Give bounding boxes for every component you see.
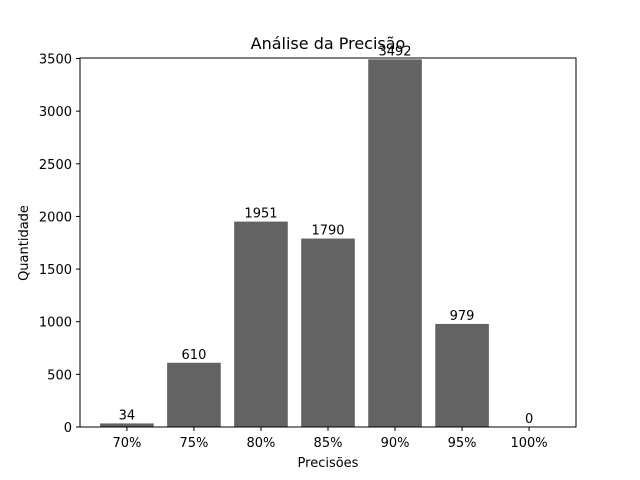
bar-1	[167, 362, 221, 427]
chart-title: Análise da Precisão	[251, 34, 406, 53]
y-tick-label-6: 3000	[39, 105, 72, 120]
bar-4	[368, 59, 422, 427]
y-tick-label-3: 1500	[39, 263, 72, 278]
y-axis-label: Quantidade	[17, 205, 32, 281]
plot-area: 34 610 1951 1790 3492 979 0 70% 75% 80% 85% 90% 95% 1…	[39, 44, 577, 451]
data-label-3: 1790	[311, 224, 344, 239]
data-label-5: 979	[450, 309, 475, 324]
x-tick-label-2: 80%	[247, 436, 276, 451]
x-tick-label-3: 85%	[314, 436, 343, 451]
x-tick-label-5: 95%	[448, 436, 477, 451]
x-tick-label-1: 75%	[179, 436, 208, 451]
data-label-6: 0	[525, 412, 533, 427]
bar-5	[435, 323, 489, 427]
x-axis-label: Precisões	[298, 456, 359, 471]
x-tick-label-4: 90%	[381, 436, 410, 451]
data-label-4: 3492	[378, 44, 411, 59]
y-tick-label-2: 1000	[39, 316, 72, 331]
x-tick-label-0: 70%	[112, 436, 141, 451]
x-tick-label-6: 100%	[510, 436, 547, 451]
data-label-0: 34	[119, 408, 136, 423]
y-tick-label-7: 3500	[39, 53, 72, 68]
bar-0	[100, 423, 154, 427]
bar-3	[301, 238, 355, 427]
data-label-2: 1951	[244, 207, 277, 222]
y-tick-label-0: 0	[64, 421, 72, 436]
data-label-1: 610	[182, 348, 207, 363]
y-tick-label-5: 2500	[39, 158, 72, 173]
bar-2	[234, 221, 288, 427]
y-tick-label-1: 500	[47, 368, 72, 383]
y-tick-label-4: 2000	[39, 210, 72, 225]
